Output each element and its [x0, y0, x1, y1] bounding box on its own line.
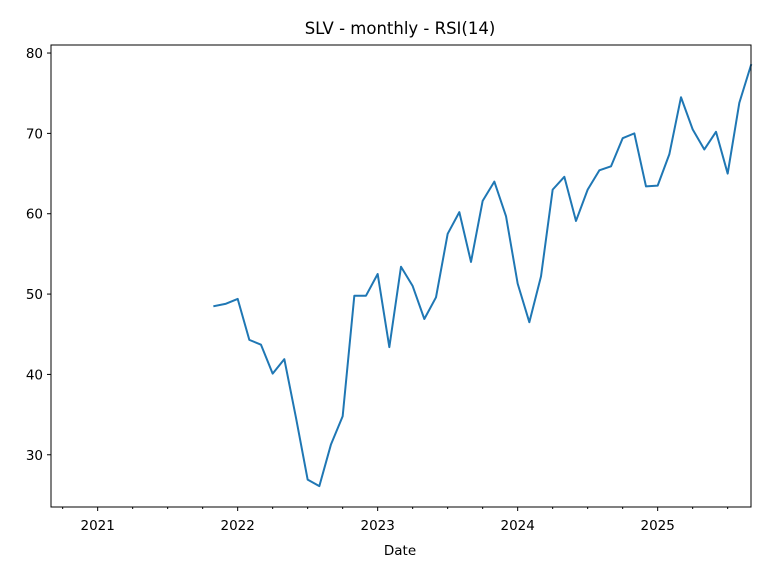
x-tick-label: 2025	[640, 518, 674, 534]
x-axis-label: Date	[384, 543, 416, 559]
y-tick-label: 40	[26, 367, 43, 383]
x-tick-label: 2023	[360, 518, 394, 534]
x-tick-label: 2022	[220, 518, 254, 534]
y-tick-label: 30	[26, 448, 43, 464]
y-tick-label: 50	[26, 287, 43, 303]
y-axis: 30 40 50 60 70 80	[26, 46, 51, 464]
y-tick-label: 70	[26, 126, 43, 142]
x-tick-label: 2024	[500, 518, 534, 534]
rsi-series-line	[213, 63, 753, 488]
x-tick-label: 2021	[80, 518, 114, 534]
y-tick-label: 80	[26, 46, 43, 62]
axes-frame	[50, 44, 752, 508]
y-tick-label: 60	[26, 207, 43, 223]
x-axis: 2021 2022 2023 2024 2025	[62, 507, 729, 534]
chart-title: SLV - monthly - RSI(14)	[305, 19, 496, 38]
plot-area	[213, 63, 753, 488]
